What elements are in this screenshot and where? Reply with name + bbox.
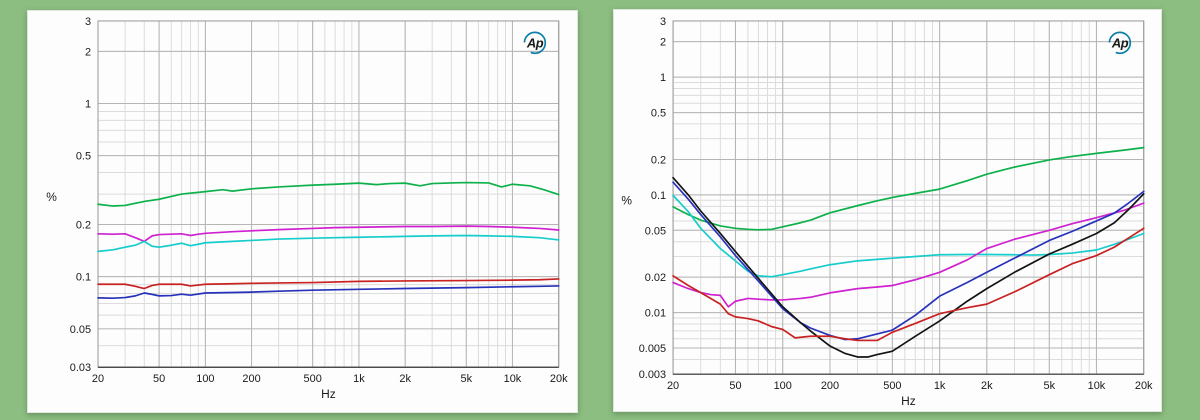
x-tick-label: 500 — [304, 373, 322, 385]
y-axis-label: % — [46, 190, 57, 204]
x-tick-label: 200 — [242, 373, 260, 385]
y-tick-label: 0.03 — [70, 362, 91, 374]
y-tick-label: 0.02 — [645, 272, 666, 284]
x-tick-label: 50 — [153, 373, 165, 385]
y-tick-label: 3 — [85, 16, 91, 28]
y-tick-label: 0.01 — [645, 308, 666, 320]
x-tick-label: 20 — [92, 373, 104, 385]
x-tick-label: 20k — [1135, 380, 1153, 392]
y-tick-label: 0.5 — [76, 151, 91, 163]
x-tick-label: 100 — [774, 380, 792, 392]
x-tick-label: 20 — [667, 380, 679, 392]
y-tick-label: 0.2 — [651, 154, 666, 166]
x-tick-label: 1k — [353, 373, 365, 385]
series-magenta-trace — [97, 225, 560, 243]
y-tick-label: 2 — [85, 46, 91, 58]
x-tick-label: 2k — [399, 373, 411, 385]
right-measurement-panel: 3 2 1 0.5 0.2 0.1 0.05 0.02 0.01 0.005 0.003 20 50 10… — [613, 9, 1162, 412]
major-gridlines — [672, 20, 1145, 375]
y-tick-label: 0.1 — [651, 190, 666, 202]
y-tick-label: 0.1 — [76, 272, 91, 284]
x-tick-label: 200 — [821, 380, 839, 392]
series-cyan-trace — [97, 234, 560, 253]
x-axis-label: Hz — [321, 387, 336, 401]
x-tick-label: 2k — [981, 380, 993, 392]
audio-precision-logo: Ap — [1108, 31, 1132, 55]
y-tick-label: 2 — [660, 37, 666, 49]
left-measurement-panel: 3 2 1 0.5 0.2 0.1 0.05 0.03 20 50 100 200 500 1k 2k 5k 1… — [27, 10, 578, 413]
x-tick-label: 50 — [729, 380, 741, 392]
minor-gridlines — [97, 20, 560, 368]
y-tick-label: 0.05 — [645, 225, 666, 237]
x-tick-label: 5k — [461, 373, 473, 385]
series-magenta-trace — [672, 202, 1145, 308]
y-tick-label: 0.005 — [639, 343, 666, 355]
y-tick-label: 0.5 — [651, 108, 666, 120]
x-tick-label: 10k — [1088, 380, 1106, 392]
x-tick-label: 100 — [196, 373, 214, 385]
audio-precision-logo: Ap — [523, 31, 547, 55]
series-red-trace — [97, 278, 560, 290]
x-tick-label: 500 — [883, 380, 901, 392]
series-red-trace — [672, 227, 1145, 342]
x-tick-label: 10k — [504, 373, 522, 385]
minor-gridlines — [672, 20, 1145, 375]
series-black-trace — [672, 176, 1145, 358]
logo-text: Ap — [526, 35, 544, 50]
logo-text: Ap — [1111, 35, 1129, 50]
y-tick-label: 3 — [660, 16, 666, 28]
y-tick-label: 0.05 — [70, 324, 91, 336]
x-tick-label: 1k — [934, 380, 946, 392]
y-tick-label: 0.2 — [76, 220, 91, 232]
y-tick-label: 1 — [85, 99, 91, 111]
series-green-trace — [97, 181, 560, 207]
series-cyan-trace — [672, 194, 1145, 278]
x-axis-label: Hz — [901, 394, 916, 408]
x-tick-label: 20k — [550, 373, 568, 385]
series-green-trace — [672, 146, 1145, 231]
series-blue-trace — [672, 181, 1145, 341]
series-blue-trace — [97, 285, 560, 300]
x-tick-label: 5k — [1044, 380, 1056, 392]
y-axis-label: % — [621, 194, 632, 208]
y-tick-label: 1 — [660, 72, 666, 84]
plot-border — [672, 20, 1145, 375]
y-tick-label: 0.003 — [639, 369, 666, 381]
